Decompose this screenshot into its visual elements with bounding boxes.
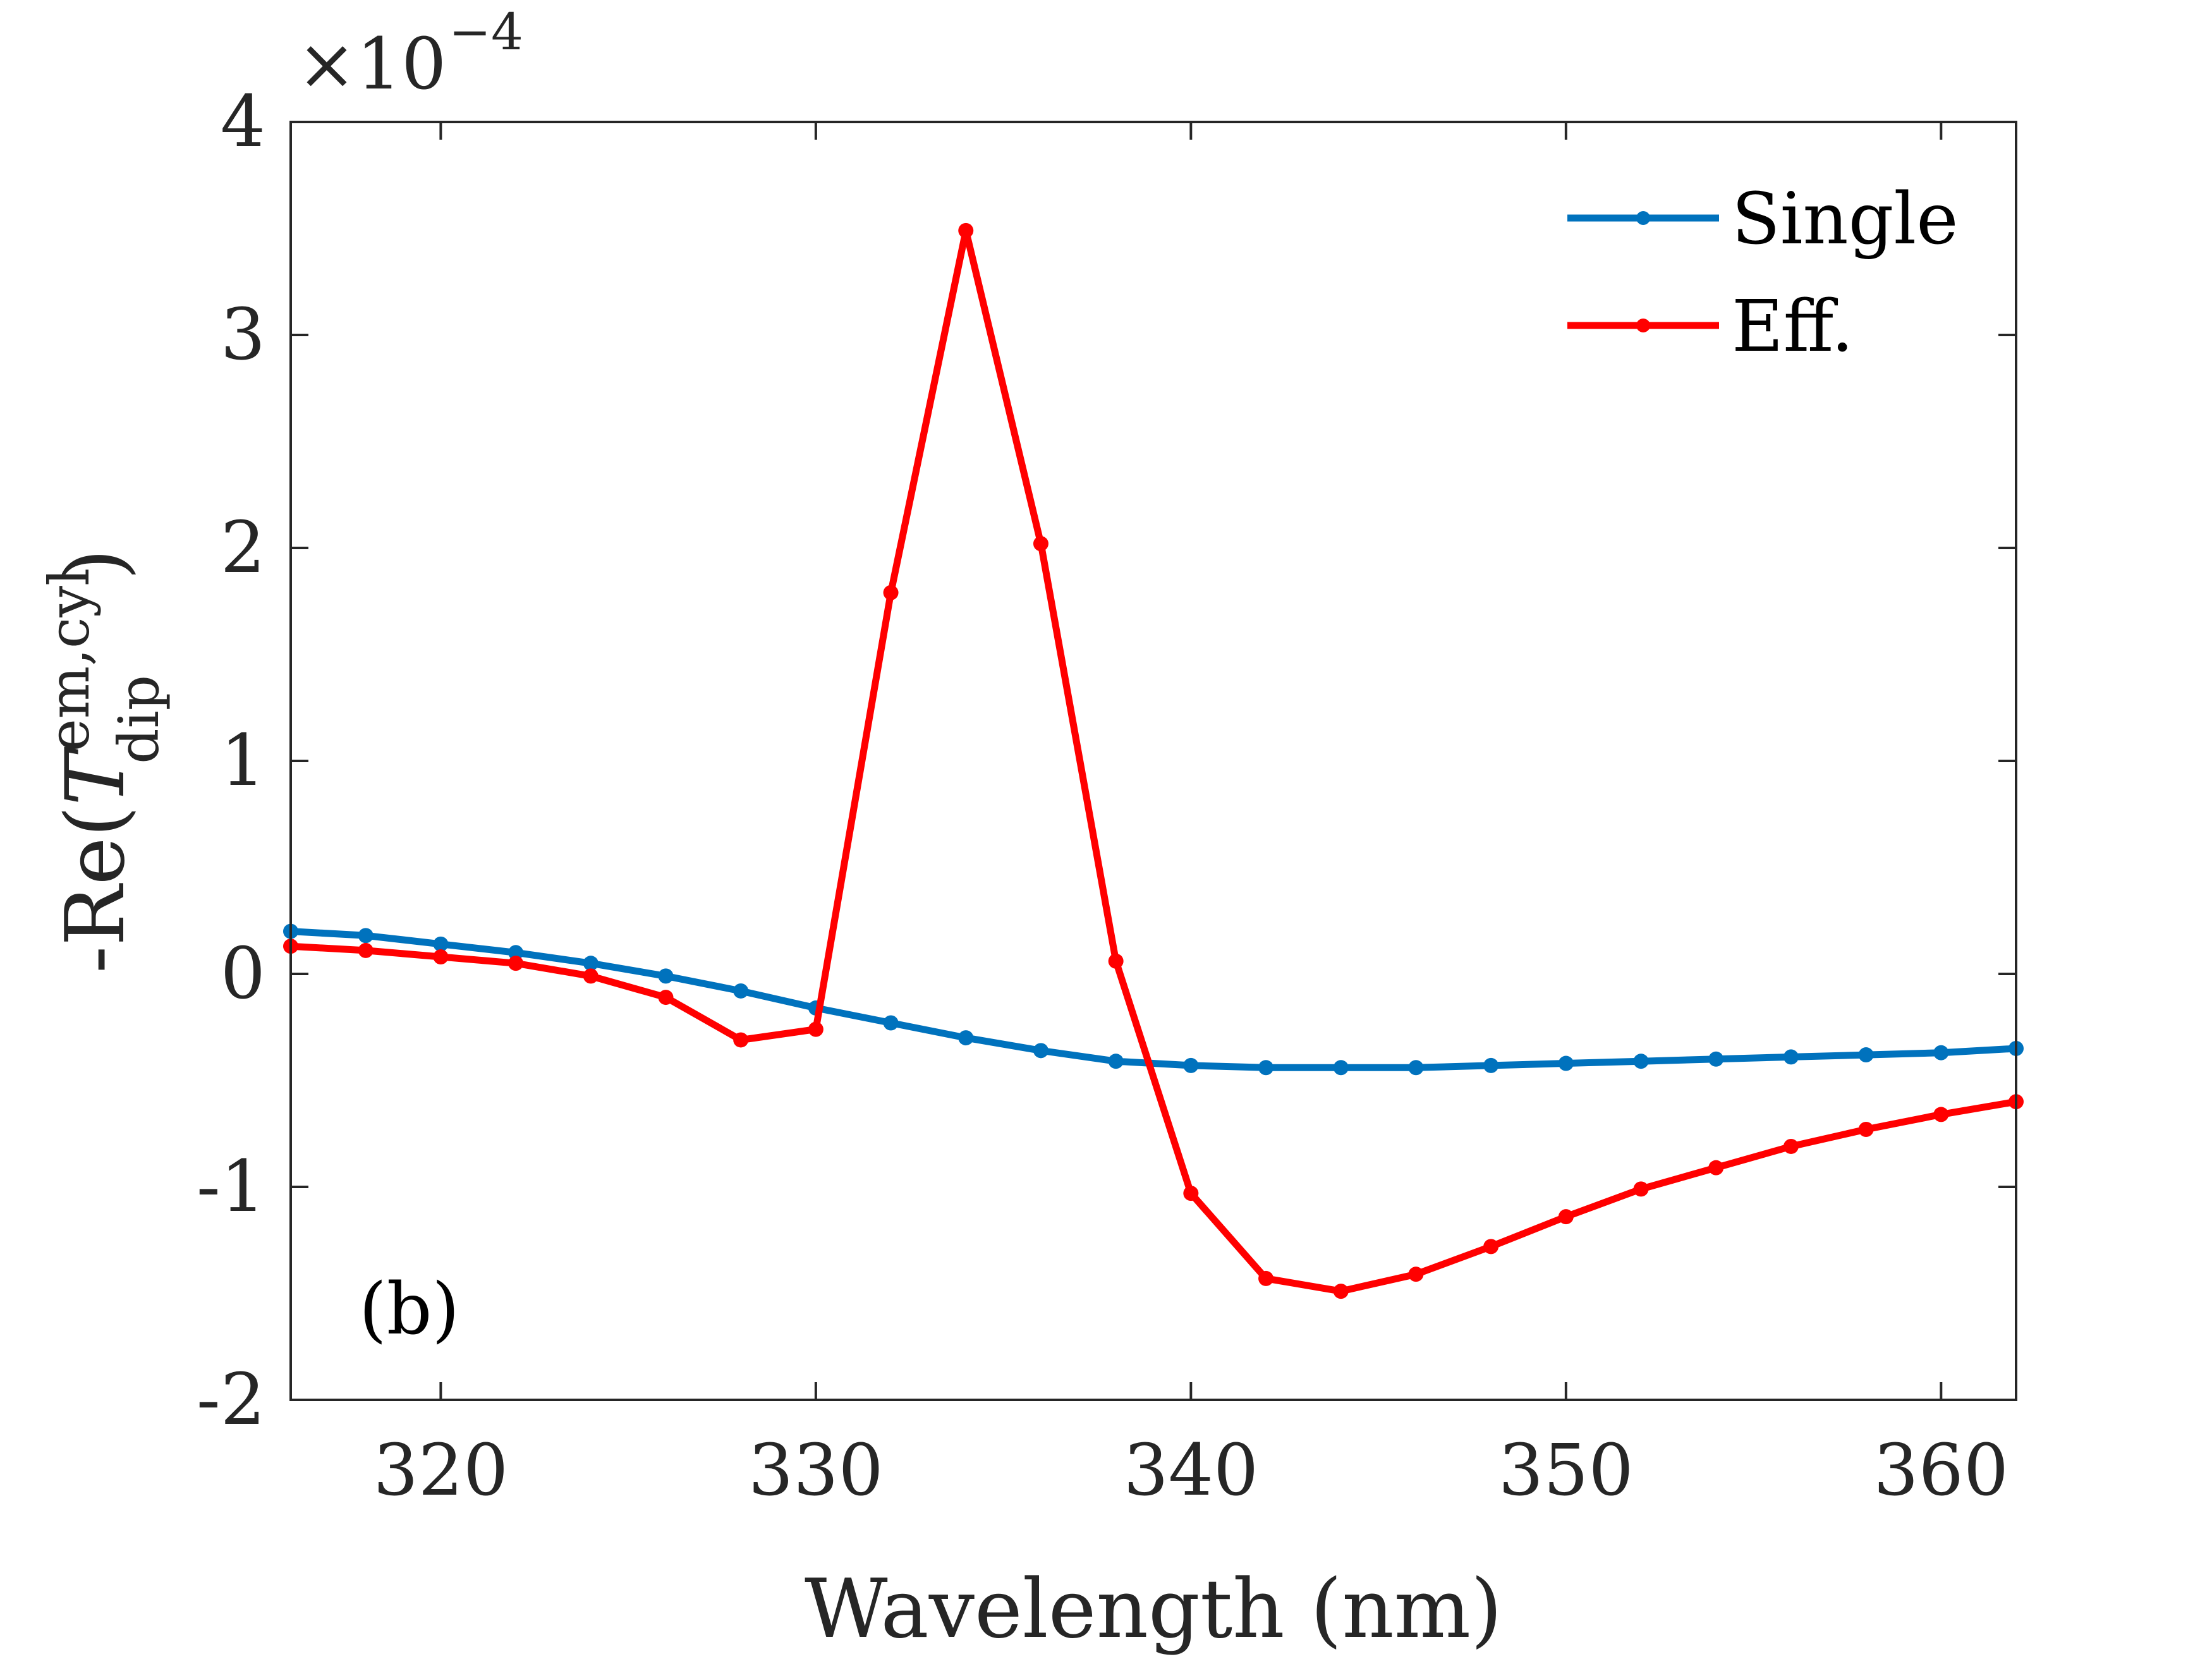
data-point [1933,1107,1949,1122]
data-point [433,936,449,952]
data-point [1408,1060,1424,1076]
series-layer [283,222,2024,1299]
data-point [1558,1055,1574,1071]
data-point [508,945,524,961]
panel-label: (b) [359,1268,459,1351]
data-point [1783,1049,1799,1065]
legend-marker-eff [1636,319,1650,332]
y-tick-labels: -2 -1 0 1 2 3 4 [197,81,265,1441]
data-point [958,1030,974,1046]
series-line [287,227,2020,1295]
axes-box [289,121,2017,1401]
legend: Single Eff. [1567,178,1958,368]
x-tick-label: 330 [748,1430,884,1512]
data-point [358,928,374,944]
y-axis-title-superscript: em,cyl [37,568,102,752]
data-point [1708,1051,1724,1067]
data-point [583,956,599,971]
data-point [1858,1047,1874,1063]
y-axis-title: -Re(Tem,cyldip) [37,549,171,973]
data-point [958,222,974,238]
y-tick-label: 4 [221,81,265,163]
x-tick-label: 320 [374,1430,509,1512]
legend-label-eff: Eff. [1732,286,1854,368]
legend-label-single: Single [1732,178,1958,260]
svg-text:-Re(Tem,cyldip): -Re(Tem,cyldip) [37,549,171,973]
y-axis-title-suffix: ) [49,549,143,580]
data-point [1183,1057,1199,1073]
data-point [883,1015,899,1031]
data-point [1483,1057,1499,1073]
data-point [1633,1054,1649,1069]
x-tick-label: 360 [1873,1430,2008,1512]
data-point [733,1032,749,1048]
x-axis-title: Wavelength (nm) [805,1562,1502,1656]
data-point [1633,1181,1649,1197]
data-point [1558,1209,1574,1225]
y-tick-label: 1 [221,720,265,802]
y-tick-label: -1 [197,1146,265,1228]
data-point [583,968,599,984]
x-tick-label: 350 [1498,1430,1634,1512]
y-tick-label: 3 [221,294,265,376]
series-line [287,928,2020,1071]
x-tick-labels: 320 330 340 350 360 [374,1430,2009,1512]
series-eff [283,222,2024,1299]
data-point [1108,953,1124,969]
y-axis-title-prefix: -Re( [49,806,143,973]
data-point [1258,1270,1274,1286]
plot-area [291,122,2016,1400]
data-point [1333,1060,1349,1076]
data-point [1333,1284,1349,1299]
y-tick-label: 2 [221,507,265,589]
data-point [508,956,524,971]
series-single [283,923,2024,1076]
data-point [358,942,374,958]
data-point [1408,1267,1424,1282]
data-point [1033,1043,1048,1059]
data-point [1483,1239,1499,1255]
data-point [1933,1045,1949,1060]
data-point [1708,1160,1724,1176]
x-tick-label: 340 [1123,1430,1258,1512]
y-exponent: ×10 −4 [297,3,523,106]
data-point [1783,1138,1799,1154]
data-point [658,968,674,984]
data-point [1258,1060,1274,1076]
y-exponent-base: ×10 [297,23,446,106]
data-point [808,1021,823,1037]
legend-marker-single [1636,211,1650,225]
data-point [1108,1054,1124,1069]
y-exponent-power: −4 [449,3,523,61]
y-tick-label: 0 [221,933,265,1015]
data-point [658,990,674,1006]
y-axis-title-symbol: T [49,746,143,806]
y-axis-title-subscript: dip [106,675,171,764]
data-point [883,585,899,600]
data-point [1858,1122,1874,1138]
data-point [1033,536,1048,552]
data-point [1183,1186,1199,1201]
data-point [433,949,449,965]
data-point [733,983,749,999]
y-tick-label: -2 [197,1359,265,1441]
